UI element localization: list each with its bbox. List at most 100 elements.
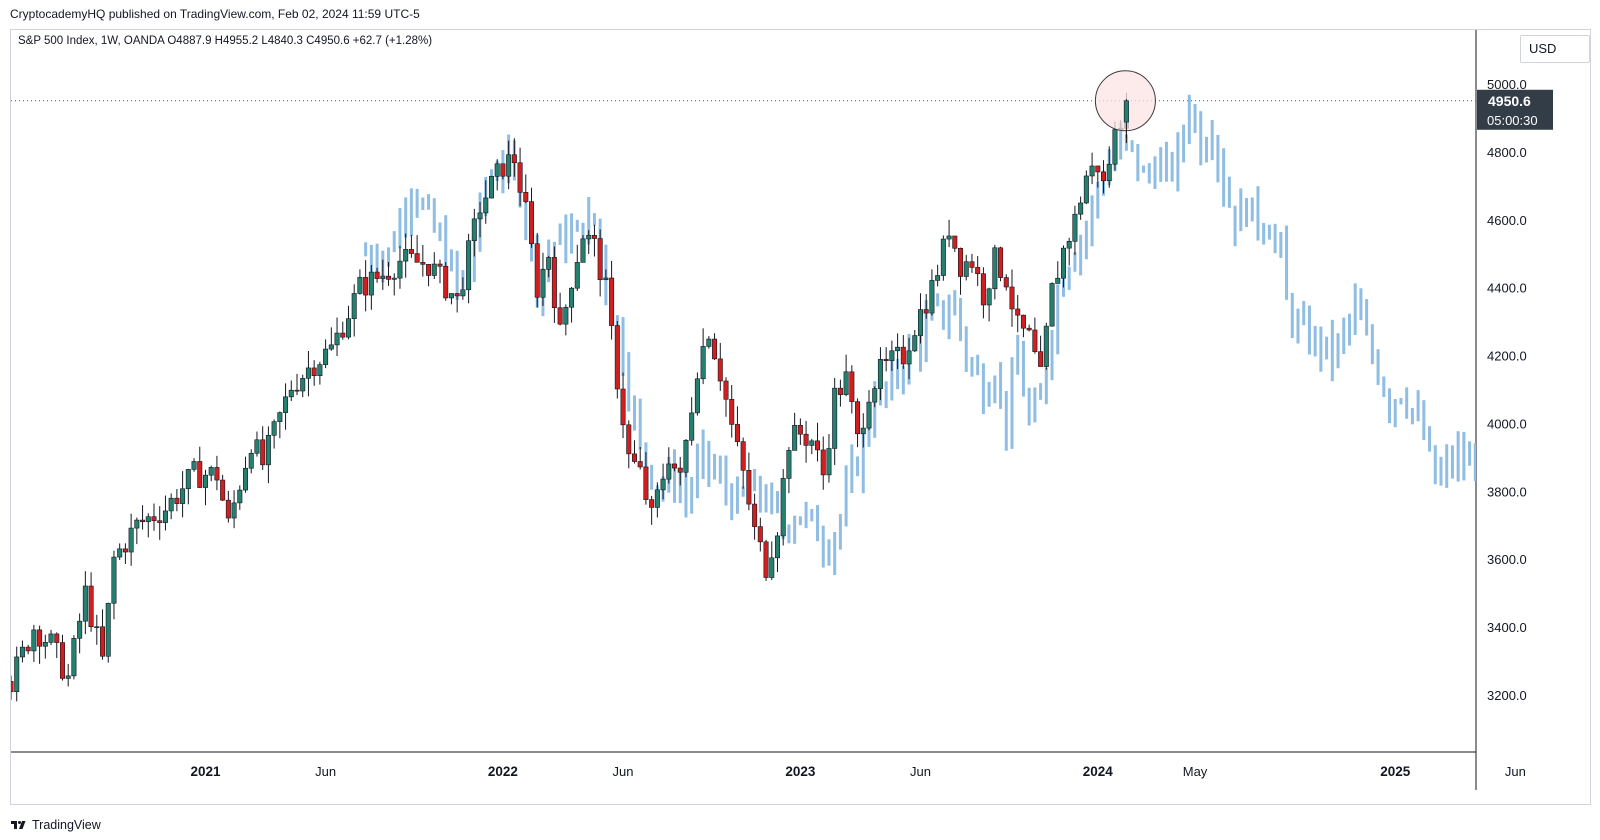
x-tick-label: 2021	[190, 764, 221, 779]
candle-up	[906, 350, 912, 365]
candle-up	[986, 288, 992, 306]
candle-up	[586, 234, 592, 240]
candle-down	[1026, 327, 1032, 331]
candle-down	[672, 463, 678, 469]
candle-up	[694, 378, 700, 414]
candle-down	[214, 467, 220, 481]
candle-up	[448, 293, 454, 299]
candle-up	[826, 448, 832, 476]
candle-down	[340, 332, 346, 338]
candle-down	[757, 526, 763, 543]
candle-up	[128, 527, 134, 553]
candle-up	[334, 332, 340, 346]
candle-up	[305, 367, 311, 379]
candle-up	[1112, 129, 1118, 165]
currency-selector[interactable]: USD	[1520, 35, 1590, 63]
candle-up	[877, 359, 883, 389]
candle-up	[134, 519, 140, 529]
candle-down	[443, 265, 449, 299]
candle-down	[1020, 314, 1026, 329]
brand-label: TradingView	[32, 818, 101, 832]
candle-up	[946, 235, 952, 240]
candle-up	[546, 257, 552, 270]
candle-up	[1043, 325, 1049, 367]
candle-up	[237, 489, 243, 504]
candle-up	[48, 633, 54, 643]
candle-up	[300, 377, 306, 392]
candle-down	[414, 253, 420, 263]
candle-down	[803, 433, 809, 446]
candle-down	[25, 646, 31, 652]
candle-up	[603, 277, 609, 281]
candle-up	[14, 656, 20, 693]
candle-down	[620, 388, 626, 426]
candle-up	[248, 452, 254, 469]
candle-up	[403, 249, 409, 262]
candle-down	[763, 541, 769, 578]
candle-down	[37, 629, 43, 647]
candle-down	[529, 201, 535, 245]
candle-up	[111, 556, 117, 604]
candle-up	[660, 478, 666, 491]
y-tick-label: 4200.0	[1487, 349, 1527, 364]
x-tick-label: 2024	[1083, 764, 1114, 779]
x-tick-label: Jun	[910, 764, 931, 779]
candle-up	[191, 461, 197, 470]
candle-up	[872, 388, 878, 403]
candle-up	[563, 306, 569, 325]
candle-down	[386, 275, 392, 280]
candle-down	[609, 277, 615, 326]
candle-up	[185, 469, 191, 490]
candle-up	[397, 260, 403, 279]
candle-down	[677, 467, 683, 473]
candle-down	[1038, 351, 1044, 367]
candle-down	[980, 273, 986, 306]
candle-down	[551, 257, 557, 309]
candle-down	[998, 247, 1004, 278]
candle-down	[197, 461, 203, 488]
candle-down	[975, 267, 981, 275]
candle-down	[723, 380, 729, 400]
candle-up	[917, 309, 923, 336]
candle-down	[534, 243, 540, 298]
candle-down	[59, 642, 65, 679]
candle-up	[700, 346, 706, 380]
x-tick-label: 2022	[488, 764, 518, 779]
candle-down	[837, 387, 843, 395]
candle-down	[454, 293, 460, 297]
candle-up	[1123, 100, 1129, 123]
candle-down	[797, 424, 803, 435]
candle-up	[1078, 202, 1084, 215]
chart-frame	[10, 29, 1591, 805]
candle-up	[82, 585, 88, 622]
candle-down	[1095, 165, 1101, 173]
candle-down	[54, 633, 60, 643]
candle-down	[958, 247, 964, 277]
candle-up	[992, 247, 998, 290]
candle-up	[351, 293, 357, 319]
candle-down	[734, 424, 740, 442]
candle-up	[889, 350, 895, 361]
tradingview-brand[interactable]: TradingView	[10, 818, 101, 832]
candle-down	[740, 441, 746, 471]
candle-up	[168, 497, 174, 512]
candle-down	[849, 371, 855, 402]
candle-up	[769, 557, 775, 578]
candle-up	[19, 646, 25, 658]
candle-down	[637, 461, 643, 468]
candle-series	[11, 92, 1129, 702]
candle-up	[117, 548, 123, 558]
y-tick-label: 3600.0	[1487, 552, 1527, 567]
candle-down	[151, 516, 157, 522]
candle-up	[254, 439, 260, 454]
candle-down	[969, 261, 975, 268]
candle-up	[283, 396, 289, 413]
candle-down	[174, 497, 180, 504]
x-tick-label: 2025	[1380, 764, 1411, 779]
candle-down	[1015, 308, 1021, 316]
x-tick-label: May	[1183, 764, 1208, 779]
candle-down	[631, 453, 637, 462]
candle-down	[746, 469, 752, 505]
candle-up	[1106, 163, 1112, 182]
